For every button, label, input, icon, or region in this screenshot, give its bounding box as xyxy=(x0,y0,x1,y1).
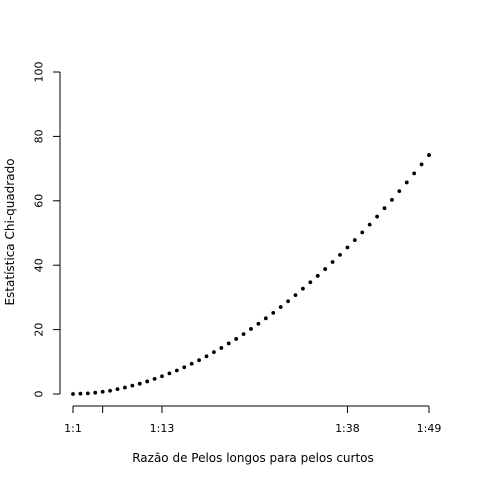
data-point xyxy=(212,350,216,355)
data-point xyxy=(278,305,283,309)
x-tick-label: 1:13 xyxy=(150,422,175,435)
data-point xyxy=(226,341,231,346)
data-point xyxy=(293,293,298,298)
data-point xyxy=(256,321,261,326)
y-axis: 0 20 40 60 80 100 xyxy=(33,62,61,398)
data-point xyxy=(160,374,164,379)
data-point xyxy=(352,238,357,242)
data-point xyxy=(249,327,253,331)
data-point xyxy=(123,385,127,390)
data-point xyxy=(145,379,150,384)
data-point xyxy=(115,387,120,392)
data-point xyxy=(308,280,313,285)
y-tick-label: 80 xyxy=(33,129,46,143)
data-point xyxy=(382,206,387,211)
data-points xyxy=(71,153,431,396)
y-tick-label: 40 xyxy=(33,258,46,272)
y-axis-label: Estatística Chi-quadrado xyxy=(3,158,17,305)
data-point xyxy=(167,371,172,376)
data-point xyxy=(330,260,335,264)
y-tick-label: 20 xyxy=(33,323,46,337)
data-point xyxy=(71,392,75,396)
data-point xyxy=(241,332,246,337)
data-point xyxy=(360,230,365,235)
y-tick-label: 0 xyxy=(33,391,46,398)
data-point xyxy=(189,361,194,366)
data-point xyxy=(404,180,409,185)
data-point xyxy=(197,358,201,363)
data-point xyxy=(397,189,402,194)
data-point xyxy=(271,310,276,315)
data-point xyxy=(78,391,83,396)
data-point xyxy=(108,388,112,393)
data-point xyxy=(219,346,224,350)
data-point xyxy=(137,381,142,386)
data-point xyxy=(286,299,290,304)
data-point xyxy=(427,153,431,157)
data-point xyxy=(182,365,187,370)
data-point xyxy=(390,197,394,202)
data-point xyxy=(234,337,239,341)
data-point xyxy=(85,391,90,396)
x-tick-label: 1:38 xyxy=(335,422,360,435)
data-point xyxy=(204,354,209,359)
data-point xyxy=(345,245,350,250)
y-tick-label: 100 xyxy=(33,62,46,83)
data-point xyxy=(174,368,179,373)
data-point xyxy=(338,252,342,257)
y-tick-label: 60 xyxy=(33,194,46,208)
data-point xyxy=(301,286,305,291)
x-axis: 1:1 1:13 1:38 1:49 xyxy=(64,405,442,435)
data-point xyxy=(315,273,320,278)
data-point xyxy=(152,376,157,381)
data-point xyxy=(100,389,105,394)
data-point xyxy=(412,171,417,176)
data-point xyxy=(323,267,328,271)
x-tick-label: 1:49 xyxy=(417,422,442,435)
data-point xyxy=(367,222,372,227)
data-point xyxy=(419,162,424,167)
data-point xyxy=(375,214,379,219)
data-point xyxy=(93,390,98,395)
x-axis-label: Razão de Pelos longos para pelos curtos xyxy=(132,451,374,465)
data-point xyxy=(130,383,135,388)
x-tick-label: 1:1 xyxy=(64,422,82,435)
data-point xyxy=(263,316,268,321)
